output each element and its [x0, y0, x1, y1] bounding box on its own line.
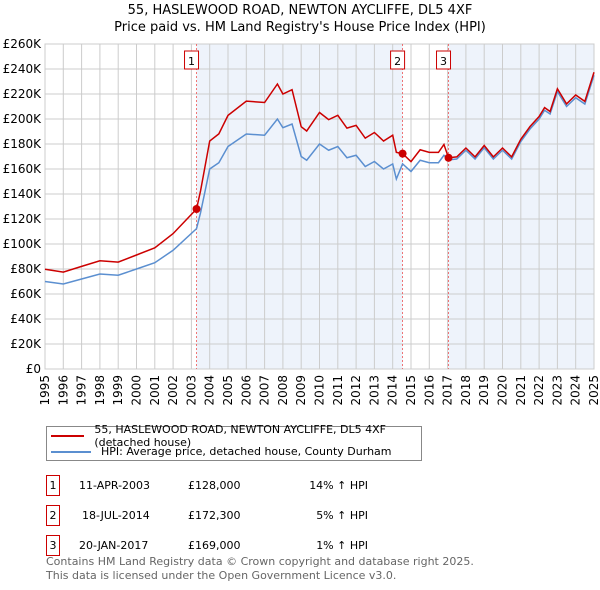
x-tick-label: 2001	[148, 375, 162, 406]
y-tick-label: £140K	[3, 187, 43, 201]
price-line	[44, 72, 595, 273]
y-tick-label: £180K	[3, 137, 43, 151]
x-tick-label: 2017	[441, 375, 455, 406]
x-tick-label: 2008	[276, 375, 290, 406]
footer-line-2: This data is licensed under the Open Gov…	[46, 569, 397, 582]
sale-price: £172,300	[188, 509, 241, 522]
x-tick-label: 2022	[532, 375, 546, 406]
y-tick-label: £20K	[10, 337, 42, 351]
x-tick-label: 2014	[386, 375, 400, 406]
sale-date: 18-JUL-2014	[82, 509, 150, 522]
y-tick-label: £0	[26, 362, 41, 376]
x-tick-label: 2025	[587, 375, 600, 406]
x-tick-label: 2009	[294, 375, 308, 406]
y-tick-label: £120K	[3, 212, 43, 226]
y-tick-label: £40K	[10, 312, 42, 326]
x-tick-label: 2002	[166, 375, 180, 406]
y-tick-label: £80K	[10, 262, 42, 276]
sale-point	[192, 205, 201, 213]
sale-point	[444, 153, 453, 162]
x-tick-label: 2000	[130, 375, 144, 406]
hpi-line	[44, 75, 595, 285]
y-tick-label: £200K	[3, 112, 43, 126]
x-tick-label: 2020	[496, 375, 510, 406]
sale-marker-label: 2	[394, 55, 401, 68]
x-tick-label: 2006	[239, 375, 253, 406]
sale-marker-box	[436, 50, 452, 70]
sale-date: 11-APR-2003	[79, 479, 151, 492]
x-tick-label: 2016	[422, 375, 436, 406]
sale-hpi-diff: 5% ↑ HPI	[316, 509, 368, 522]
shaded-period	[196, 44, 403, 369]
legend-blue-swatch	[51, 450, 91, 453]
x-tick-label: 2011	[331, 375, 345, 406]
y-tick-label: £260K	[3, 37, 43, 51]
legend: 55, HASLEWOOD ROAD, NEWTON AYCLIFFE, DL5…	[46, 422, 422, 461]
y-tick-label: £60K	[10, 287, 42, 301]
x-tick-label: 2003	[184, 375, 198, 406]
y-tick-label: £240K	[3, 62, 43, 76]
sale-hpi-diff: 1% ↑ HPI	[316, 539, 368, 552]
chart-title: 55, HASLEWOOD ROAD, NEWTON AYCLIFFE, DL5…	[127, 3, 473, 18]
sale-marker-label: 3	[440, 55, 447, 68]
y-tick-label: £220K	[3, 87, 43, 101]
x-tick-label: 2021	[514, 375, 528, 406]
sale-number: 1	[46, 475, 60, 496]
x-tick-label: 1998	[93, 375, 107, 406]
price-chart: £0 £20K £40K £60K £80K £100K £120K £140K £160K £1…	[3, 37, 600, 406]
footer-line-1: Contains HM Land Registry data © Crown c…	[46, 555, 474, 568]
y-tick-label: £100K	[3, 237, 43, 251]
x-tick-label: 2015	[404, 375, 418, 406]
sale-number: 3	[46, 535, 60, 556]
sale-date: 20-JAN-2017	[79, 539, 149, 552]
x-tick-label: 1995	[38, 375, 52, 406]
x-tick-label: 2007	[258, 375, 272, 406]
x-tick-label: 1997	[75, 375, 89, 406]
x-tick-label: 2023	[550, 375, 564, 406]
legend-red-swatch	[51, 434, 85, 437]
sale-number: 2	[46, 505, 60, 526]
x-tick-label: 2024	[569, 375, 583, 406]
x-tick-label: 2019	[477, 375, 491, 406]
sale-hpi-diff: 14% ↑ HPI	[309, 479, 368, 492]
legend-red-label: 55, HASLEWOOD ROAD, NEWTON AYCLIFFE, DL5…	[94, 422, 386, 449]
sale-marker-label: 1	[188, 55, 195, 68]
x-tick-label: 2010	[313, 375, 327, 406]
sale-marker-box	[390, 50, 406, 70]
legend-blue-label: HPI: Average price, detached house, Coun…	[101, 445, 392, 458]
x-tick-label: 2018	[459, 375, 473, 406]
x-tick-label: 2012	[349, 375, 363, 406]
sale-marker-box	[184, 50, 200, 70]
plot-border	[44, 43, 595, 370]
x-tick-label: 2005	[221, 375, 235, 406]
x-tick-label: 1996	[56, 375, 70, 406]
x-tick-label: 2004	[203, 375, 217, 406]
sale-point	[398, 149, 407, 158]
chart-subtitle: Price paid vs. HM Land Registry's House …	[114, 20, 486, 35]
x-tick-label: 2013	[367, 375, 381, 406]
sale-price: £128,000	[188, 479, 241, 492]
y-tick-label: £160K	[3, 162, 43, 176]
sale-price: £169,000	[188, 539, 241, 552]
x-tick-label: 1999	[111, 375, 125, 406]
